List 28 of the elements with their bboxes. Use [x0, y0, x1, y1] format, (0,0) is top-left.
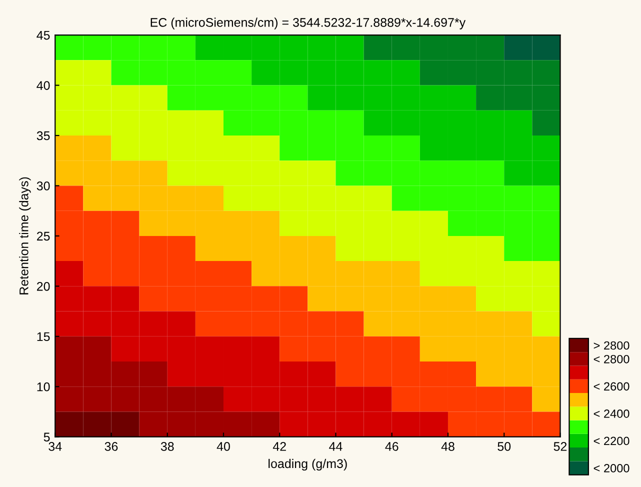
- x-tick-label: 40: [216, 442, 230, 451]
- x-tick-label: 38: [160, 442, 174, 451]
- y-axis-title: Retention time (days): [19, 177, 31, 294]
- x-tick-label: 50: [498, 442, 511, 451]
- x-tick-label: 52: [554, 442, 567, 451]
- color-bar-label: < 2600: [594, 382, 630, 391]
- y-tick-label: 30: [36, 182, 50, 190]
- y-tick-label: 35: [36, 131, 50, 140]
- color-bar-label: > 2800: [594, 341, 630, 350]
- y-tick-label: 15: [37, 332, 50, 342]
- y-tick-label: 5: [44, 432, 50, 442]
- color-bar-label: < 2000: [594, 464, 630, 472]
- x-tick-label: 36: [104, 442, 118, 451]
- y-tick-label: 45: [36, 30, 50, 40]
- y-tick-label: 10: [37, 382, 50, 392]
- x-axis-title: loading (g/m3): [268, 458, 347, 471]
- x-tick-label: 34: [48, 442, 62, 451]
- x-tick-label: 42: [272, 442, 286, 451]
- x-tick-label: 48: [441, 442, 454, 451]
- y-tick-label: 40: [36, 81, 50, 90]
- x-tick-label: 44: [329, 442, 342, 451]
- x-tick-label: 46: [385, 442, 398, 451]
- color-bar-label: < 2200: [594, 436, 630, 446]
- color-bar-label: < 2800: [594, 354, 630, 364]
- chart-title: EC (microSiemens/cm) = 3544.5232-17.8889*x-14.697*y: [150, 18, 466, 30]
- y-tick-label: 25: [36, 232, 50, 241]
- y-tick-label: 20: [36, 282, 50, 291]
- color-bar-label: < 2400: [594, 409, 630, 418]
